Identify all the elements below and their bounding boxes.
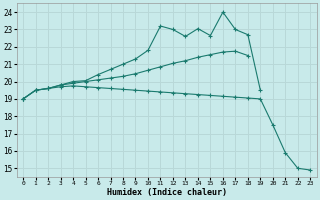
X-axis label: Humidex (Indice chaleur): Humidex (Indice chaleur)	[107, 188, 227, 197]
